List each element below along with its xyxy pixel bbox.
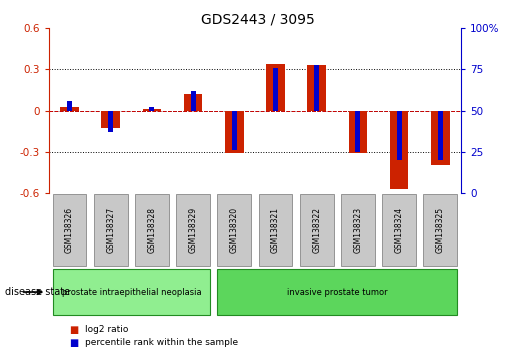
Bar xyxy=(67,101,72,111)
Bar xyxy=(273,68,278,111)
FancyBboxPatch shape xyxy=(217,194,251,266)
Text: GSM138325: GSM138325 xyxy=(436,207,445,253)
FancyBboxPatch shape xyxy=(341,194,375,266)
Bar xyxy=(355,111,360,152)
Text: ■: ■ xyxy=(70,338,79,348)
FancyBboxPatch shape xyxy=(94,194,128,266)
Text: disease state: disease state xyxy=(5,287,70,297)
Bar xyxy=(108,111,113,132)
FancyBboxPatch shape xyxy=(53,194,87,266)
Bar xyxy=(266,64,285,111)
Text: GSM138324: GSM138324 xyxy=(394,207,404,253)
Bar xyxy=(438,111,443,160)
Text: GSM138328: GSM138328 xyxy=(147,207,157,253)
Text: log2 ratio: log2 ratio xyxy=(85,325,128,335)
FancyBboxPatch shape xyxy=(382,194,416,266)
FancyBboxPatch shape xyxy=(259,194,293,266)
Text: GSM138329: GSM138329 xyxy=(188,207,198,253)
Text: GSM138320: GSM138320 xyxy=(230,207,239,253)
Text: GSM138322: GSM138322 xyxy=(312,207,321,253)
Bar xyxy=(60,107,79,111)
Bar xyxy=(349,111,367,153)
Text: GDS2443 / 3095: GDS2443 / 3095 xyxy=(201,12,314,27)
FancyBboxPatch shape xyxy=(135,194,169,266)
Bar xyxy=(191,91,196,111)
FancyBboxPatch shape xyxy=(53,269,210,315)
Text: GSM138321: GSM138321 xyxy=(271,207,280,253)
Text: percentile rank within the sample: percentile rank within the sample xyxy=(85,338,238,347)
Bar xyxy=(101,111,120,129)
Text: prostate intraepithelial neoplasia: prostate intraepithelial neoplasia xyxy=(61,287,201,297)
FancyBboxPatch shape xyxy=(423,194,457,266)
Text: invasive prostate tumor: invasive prostate tumor xyxy=(287,287,388,297)
FancyBboxPatch shape xyxy=(300,194,334,266)
Bar xyxy=(184,94,202,111)
Text: GSM138326: GSM138326 xyxy=(65,207,74,253)
Bar xyxy=(225,111,244,153)
Bar xyxy=(314,64,319,111)
Bar xyxy=(232,111,237,150)
FancyBboxPatch shape xyxy=(217,269,457,315)
FancyBboxPatch shape xyxy=(176,194,210,266)
Bar xyxy=(307,65,326,111)
Text: ■: ■ xyxy=(70,325,79,335)
Bar xyxy=(397,111,402,160)
Bar xyxy=(143,109,161,111)
Text: GSM138323: GSM138323 xyxy=(353,207,363,253)
Text: GSM138327: GSM138327 xyxy=(106,207,115,253)
Bar xyxy=(390,111,408,189)
Bar xyxy=(149,107,154,111)
Bar xyxy=(431,111,450,166)
